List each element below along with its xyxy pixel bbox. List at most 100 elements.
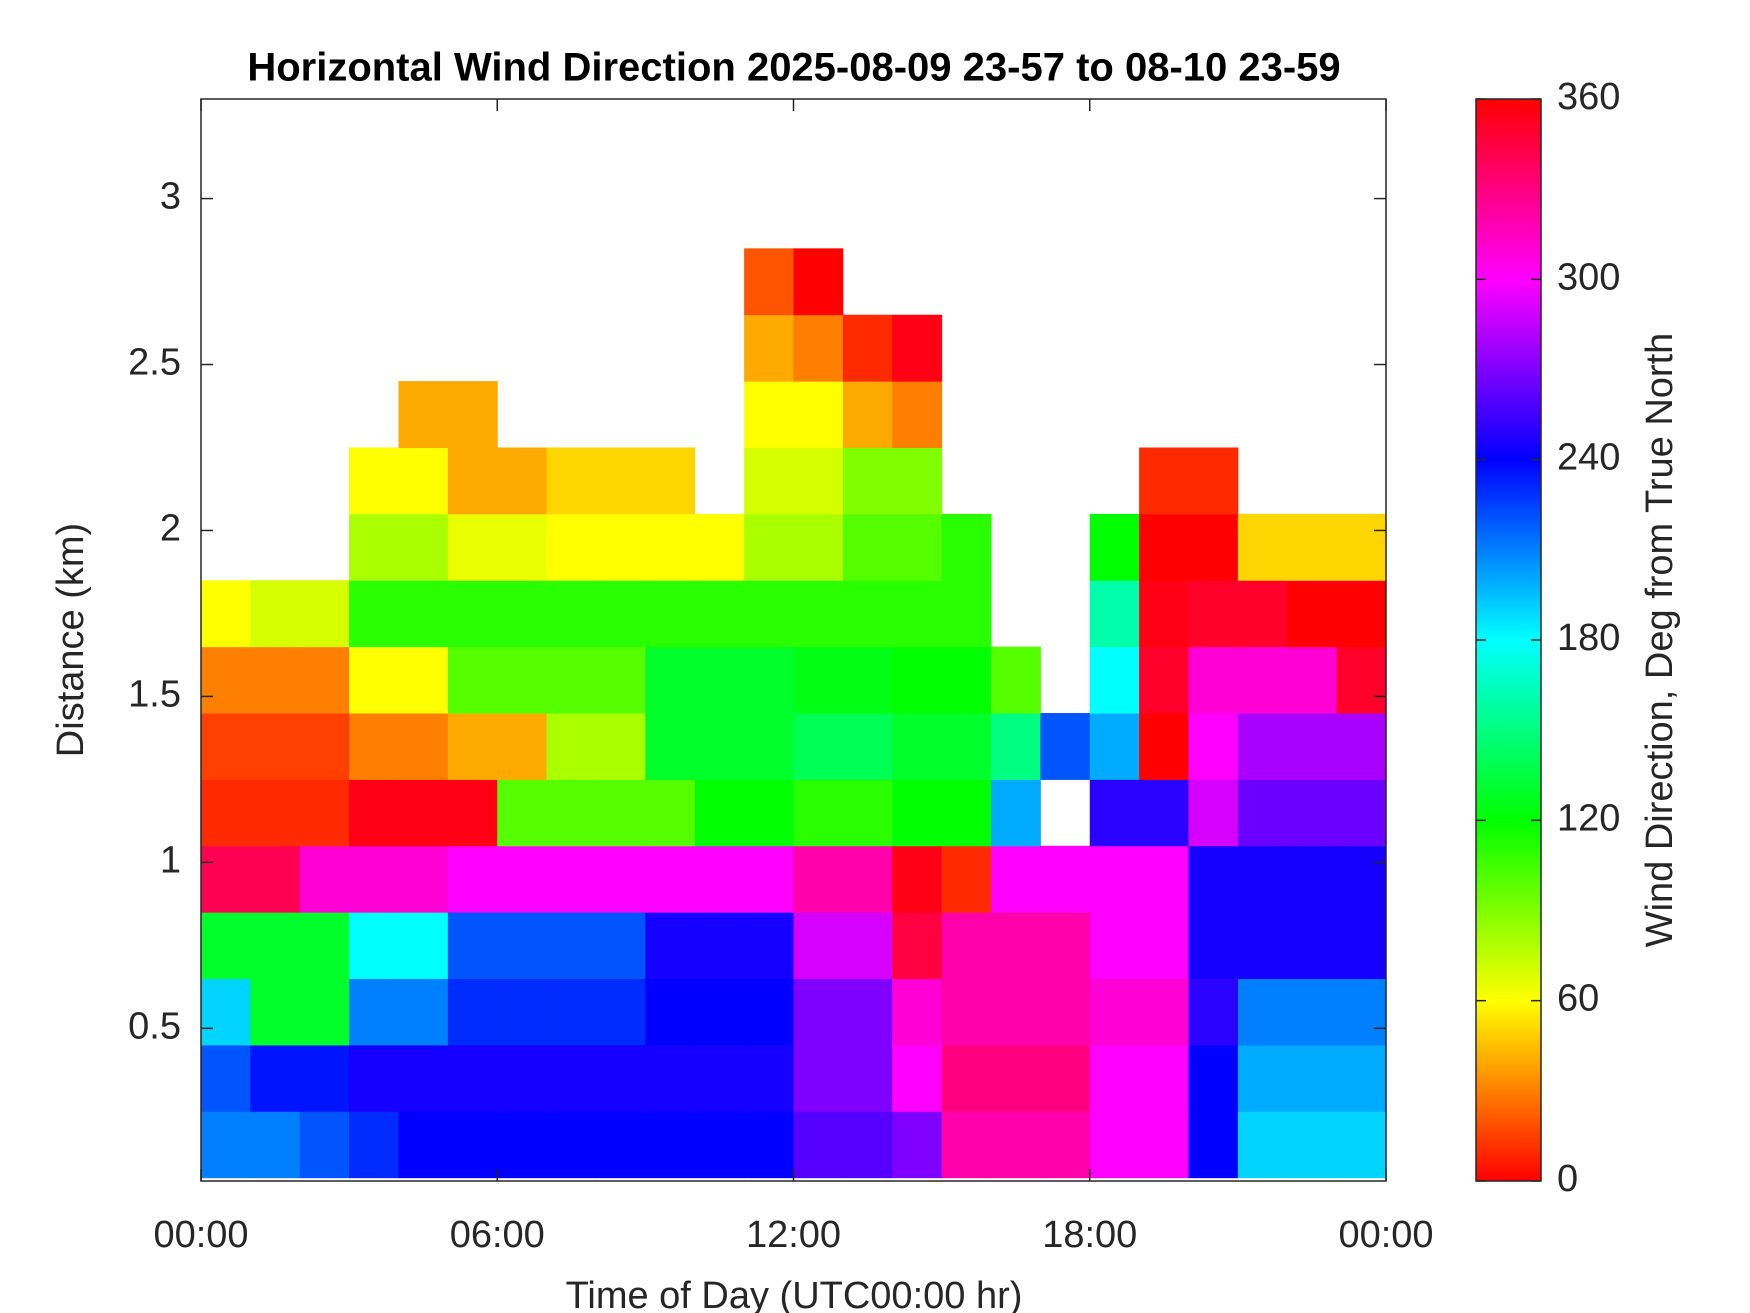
colorbar-tick-label: 60 <box>1557 978 1599 1020</box>
heat-cell <box>1089 1044 1140 1112</box>
heat-cell <box>201 978 251 1046</box>
heat-cell <box>793 912 844 980</box>
heat-cell <box>1336 513 1387 581</box>
heat-cell <box>1040 1044 1091 1112</box>
heat-cell <box>299 580 350 648</box>
heat-cell <box>497 646 548 714</box>
heat-cell <box>299 1111 350 1179</box>
heat-cell <box>1089 580 1140 648</box>
heat-cell <box>1237 646 1288 714</box>
heat-cell <box>744 513 794 581</box>
heat-cell <box>1188 1111 1239 1179</box>
heat-cell <box>1089 713 1140 780</box>
heat-cell <box>1188 978 1239 1046</box>
heat-cell <box>299 646 350 714</box>
heat-cell <box>546 646 597 714</box>
heat-cell <box>842 381 893 448</box>
heat-cell <box>299 713 350 780</box>
heat-cell <box>398 580 449 648</box>
heat-cell <box>941 912 992 980</box>
heat-cell <box>201 1044 251 1112</box>
heat-cell <box>892 447 943 515</box>
heat-cell <box>1237 713 1288 780</box>
heat-cell <box>1237 845 1288 913</box>
heat-cell <box>349 646 399 714</box>
heat-cell <box>201 912 251 980</box>
heat-cell <box>1336 646 1387 714</box>
heat-cell <box>793 1111 844 1179</box>
heat-cell <box>447 779 498 847</box>
heat-cell <box>892 845 943 913</box>
heat-cell <box>892 779 943 847</box>
heat-cell <box>1188 580 1239 648</box>
heat-cell <box>1139 646 1189 714</box>
heat-cell <box>744 1111 794 1179</box>
heat-cell <box>546 978 597 1046</box>
heat-cell <box>1089 646 1140 714</box>
heat-cell <box>596 580 646 648</box>
heat-cell <box>398 1111 449 1179</box>
colorbar-tick-label: 300 <box>1557 256 1620 298</box>
heat-cell <box>645 978 696 1046</box>
heat-cell <box>1040 713 1091 780</box>
heat-cell <box>1287 646 1338 714</box>
heat-cell <box>842 779 893 847</box>
heat-cell <box>398 646 449 714</box>
heat-cell <box>447 381 498 448</box>
heat-cell <box>1237 912 1288 980</box>
heat-cell <box>1139 779 1189 847</box>
heat-cell <box>941 580 992 648</box>
heat-cell <box>349 978 399 1046</box>
heat-cell <box>398 713 449 780</box>
heat-cell <box>941 978 992 1046</box>
heat-cell <box>694 978 745 1046</box>
heat-cell <box>991 1044 1041 1112</box>
heat-cell <box>447 713 498 780</box>
colorbar-tick-label: 240 <box>1557 437 1620 479</box>
heat-cell <box>1287 1111 1338 1179</box>
heat-cell <box>546 713 597 780</box>
heat-cell <box>1237 779 1288 847</box>
heat-cell <box>842 713 893 780</box>
heat-cell <box>596 845 646 913</box>
heat-cell <box>892 1111 943 1179</box>
heat-cell <box>892 381 943 448</box>
heat-cell <box>1188 1044 1239 1112</box>
heat-cell <box>546 845 597 913</box>
colorbar-tick-label: 360 <box>1557 76 1620 118</box>
heat-cell <box>546 513 597 581</box>
heat-cell <box>744 381 794 448</box>
heat-cell <box>546 912 597 980</box>
heat-cell <box>201 580 251 648</box>
heat-cell <box>1089 978 1140 1046</box>
x-tick-label: 18:00 <box>1042 1214 1137 1256</box>
heat-cell <box>1188 845 1239 913</box>
heat-cell <box>793 248 844 316</box>
heat-cell <box>349 1044 399 1112</box>
heat-cell <box>1237 978 1288 1046</box>
heat-cell <box>1336 580 1387 648</box>
heat-cell <box>497 447 548 515</box>
heat-cell <box>694 580 745 648</box>
heat-cell <box>941 646 992 714</box>
heat-cell <box>497 1044 548 1112</box>
y-tick-label: 1 <box>160 839 181 881</box>
heat-cell <box>398 978 449 1046</box>
heat-cell <box>497 513 548 581</box>
heat-cell <box>447 513 498 581</box>
heat-cell <box>596 779 646 847</box>
x-axis-label: Time of Day (UTC00:00 hr) <box>566 1275 1023 1313</box>
heat-cell <box>1139 447 1189 515</box>
heat-cell <box>744 580 794 648</box>
heat-cell <box>892 1044 943 1112</box>
heat-cell <box>497 845 548 913</box>
heat-cell <box>1287 580 1338 648</box>
heat-cell <box>1237 580 1288 648</box>
heat-cell <box>250 580 301 648</box>
heat-cell <box>201 646 251 714</box>
heat-cell <box>1336 779 1387 847</box>
heat-cell <box>447 845 498 913</box>
heat-cell <box>1287 713 1338 780</box>
heat-cell <box>645 779 696 847</box>
heat-cell <box>694 845 745 913</box>
